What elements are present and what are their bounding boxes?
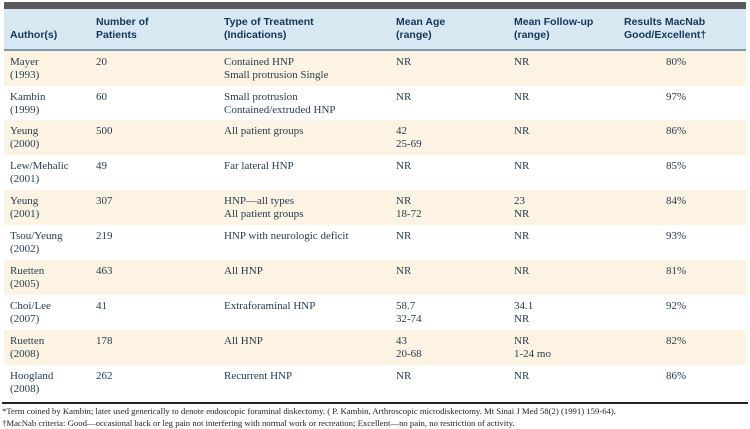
table-row: Yeung (2000) 500 All patient groups 42 2… bbox=[4, 120, 746, 156]
table-row: Lew/Mehalic (2001) 49 Far lateral HNP NR… bbox=[4, 155, 746, 191]
col-header-treatment: Type of Treatment (Indications) bbox=[224, 9, 396, 51]
cell-follow-up: NR bbox=[514, 125, 530, 138]
cell-author: Ruetten (2005) bbox=[10, 265, 45, 291]
cell-results: 80% bbox=[666, 55, 687, 68]
cell-results: 82% bbox=[666, 335, 687, 348]
header-row: Author(s) Number of Patients Type of Tre… bbox=[4, 9, 746, 51]
table-row: Ruetten (2005) 463 All HNP NR NR 81% bbox=[4, 260, 746, 296]
cell-patients: 262 bbox=[96, 370, 113, 383]
cell-results: 92% bbox=[666, 300, 687, 313]
cell-mean-age: NR bbox=[396, 90, 412, 103]
cell-results: 81% bbox=[666, 265, 687, 278]
cell-mean-age: NR bbox=[396, 160, 412, 173]
cell-author: Kambin (1999) bbox=[10, 90, 46, 116]
results-table: Author(s) Number of Patients Type of Tre… bbox=[4, 9, 746, 400]
cell-treatment: Recurrent HNP bbox=[224, 370, 293, 383]
cell-treatment: Extraforaminal HNP bbox=[224, 300, 316, 313]
cell-treatment: HNP with neurologic deficit bbox=[224, 230, 349, 243]
cell-follow-up: NR bbox=[514, 55, 530, 68]
col-header-patients: Number of Patients bbox=[96, 9, 224, 51]
cell-author: Mayer (1993) bbox=[10, 55, 40, 81]
cell-mean-age: 58.7 32-74 bbox=[396, 300, 422, 326]
cell-results: 97% bbox=[666, 90, 687, 103]
col-header-mean-age: Mean Age (range) bbox=[396, 9, 514, 51]
cell-mean-age: NR bbox=[396, 370, 412, 383]
cell-results: 93% bbox=[666, 230, 687, 243]
col-header-results: Results MacNab Good/Excellent† bbox=[624, 9, 746, 51]
cell-author: Tsou/Yeung (2002) bbox=[10, 230, 63, 256]
cell-follow-up: NR 1-24 mo bbox=[514, 335, 551, 361]
cell-treatment: HNP—all types All patient groups bbox=[224, 195, 304, 221]
cell-treatment: Small protrusion Contained/extruded HNP bbox=[224, 90, 336, 116]
cell-follow-up: NR bbox=[514, 230, 530, 243]
cell-patients: 41 bbox=[96, 300, 107, 313]
cell-treatment: All patient groups bbox=[224, 125, 304, 138]
cell-mean-age: NR bbox=[396, 55, 412, 68]
cell-patients: 463 bbox=[96, 265, 113, 278]
footnote-term-definition: *Term coined by Kambin; later used gener… bbox=[2, 405, 616, 416]
cell-results: 84% bbox=[666, 195, 687, 208]
cell-treatment: Contained HNP Small protrusion Single bbox=[224, 55, 329, 81]
cell-results: 86% bbox=[666, 125, 687, 138]
cell-follow-up: NR bbox=[514, 265, 530, 278]
cell-patients: 307 bbox=[96, 195, 113, 208]
cell-results: 85% bbox=[666, 160, 687, 173]
cell-author: Lew/Mehalic (2001) bbox=[10, 160, 69, 186]
cell-patients: 49 bbox=[96, 160, 107, 173]
cell-follow-up: NR bbox=[514, 90, 530, 103]
cell-author: Ruetten (2008) bbox=[10, 335, 45, 361]
footnotes: *Term coined by Kambin; later used gener… bbox=[2, 406, 748, 429]
table-row: Mayer (1993) 20 Contained HNP Small prot… bbox=[4, 49, 746, 86]
table-row: Kambin (1999) 60 Small protrusion Contai… bbox=[4, 85, 746, 121]
cell-follow-up: 23 NR bbox=[514, 195, 530, 221]
table-row: Tsou/Yeung (2002) 219 HNP with neurologi… bbox=[4, 225, 746, 261]
col-header-authors: Author(s) bbox=[4, 9, 96, 51]
cell-mean-age: 42 25-69 bbox=[396, 125, 422, 151]
cell-follow-up: NR bbox=[514, 370, 530, 383]
col-header-follow-up: Mean Follow-up (range) bbox=[514, 9, 624, 51]
cell-patients: 20 bbox=[96, 55, 107, 68]
footnote-divider bbox=[2, 401, 748, 404]
cell-mean-age: NR bbox=[396, 230, 412, 243]
cell-patients: 178 bbox=[96, 335, 113, 348]
table-row: Hoogland (2008) 262 Recurrent HNP NR NR … bbox=[4, 365, 746, 400]
cell-patients: 60 bbox=[96, 90, 107, 103]
cell-treatment: All HNP bbox=[224, 265, 263, 278]
cell-follow-up: 34.1 NR bbox=[514, 300, 534, 326]
cell-treatment: All HNP bbox=[224, 335, 263, 348]
table-row: Yeung (2001) 307 HNP—all types All patie… bbox=[4, 190, 746, 226]
table-top-border bbox=[4, 2, 746, 9]
cell-author: Yeung (2001) bbox=[10, 195, 40, 221]
cell-author: Hoogland (2008) bbox=[10, 370, 54, 395]
cell-patients: 219 bbox=[96, 230, 113, 243]
table-row: Ruetten (2008) 178 All HNP 43 20-68 NR 1… bbox=[4, 330, 746, 366]
footnote-macnab-criteria: †MacNab criteria: Good—occasional back o… bbox=[2, 417, 515, 428]
cell-results: 86% bbox=[666, 370, 687, 383]
cell-mean-age: NR 18-72 bbox=[396, 195, 422, 221]
cell-patients: 500 bbox=[96, 125, 113, 138]
cell-mean-age: NR bbox=[396, 265, 412, 278]
table-row: Choi/Lee (2007) 41 Extraforaminal HNP 58… bbox=[4, 295, 746, 331]
cell-author: Choi/Lee (2007) bbox=[10, 300, 51, 326]
cell-mean-age: 43 20-68 bbox=[396, 335, 422, 361]
cell-treatment: Far lateral HNP bbox=[224, 160, 294, 173]
cell-author: Yeung (2000) bbox=[10, 125, 40, 151]
cell-follow-up: NR bbox=[514, 160, 530, 173]
